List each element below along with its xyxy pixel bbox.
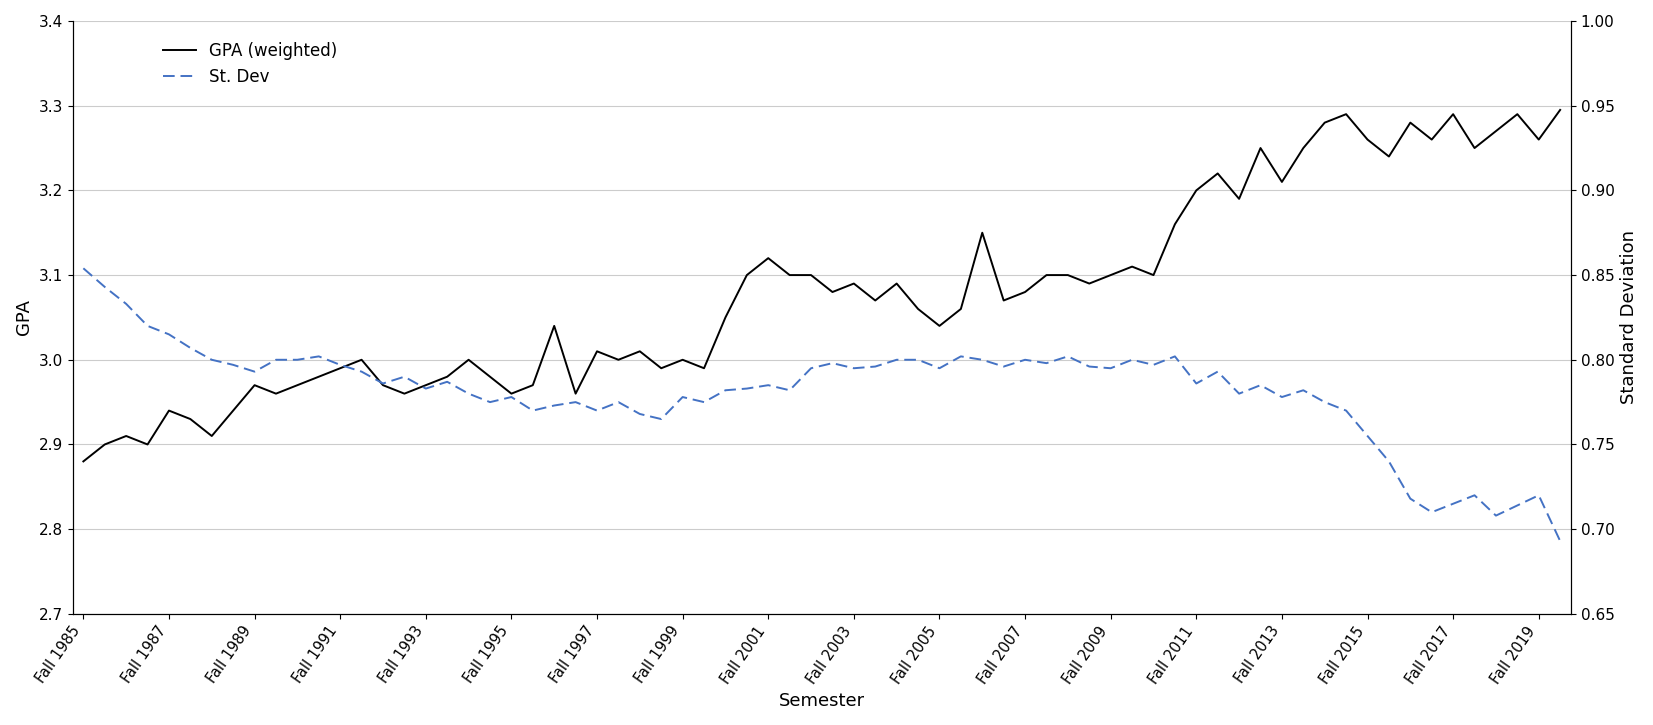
X-axis label: Semester: Semester <box>779 692 865 710</box>
GPA (weighted) <box>417 381 436 389</box>
GPA (weighted) <box>1551 106 1570 115</box>
GPA (weighted) <box>886 279 906 288</box>
Y-axis label: GPA: GPA <box>15 299 33 336</box>
GPA (weighted) <box>1314 118 1334 127</box>
Legend: GPA (weighted), St. Dev: GPA (weighted), St. Dev <box>155 36 344 93</box>
GPA (weighted) <box>73 457 93 465</box>
Line: GPA (weighted): GPA (weighted) <box>83 110 1560 461</box>
St. Dev <box>522 406 542 415</box>
St. Dev <box>73 264 93 273</box>
St. Dev <box>417 384 436 393</box>
St. Dev <box>1314 398 1334 407</box>
St. Dev <box>458 389 478 398</box>
GPA (weighted) <box>458 355 478 364</box>
Y-axis label: Standard Deviation: Standard Deviation <box>1620 231 1638 405</box>
GPA (weighted) <box>1336 109 1355 118</box>
St. Dev <box>1551 536 1570 545</box>
Line: St. Dev: St. Dev <box>83 268 1560 541</box>
St. Dev <box>886 355 906 364</box>
GPA (weighted) <box>522 381 542 389</box>
St. Dev <box>1336 406 1355 415</box>
